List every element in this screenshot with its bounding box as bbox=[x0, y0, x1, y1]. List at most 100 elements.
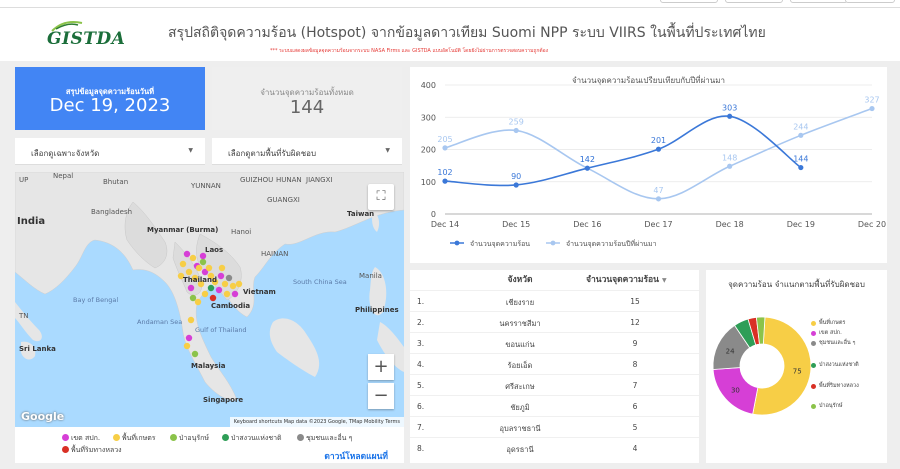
x-tick-label: Dec 14 bbox=[431, 220, 459, 229]
pie-legend-label: เขต สปก. bbox=[819, 330, 842, 336]
row-province: ชัยภูมิ bbox=[510, 403, 530, 412]
area-donut-chart: จุดความร้อน จำแนกตามพื้นที่รับผิดชอบ 75 3… bbox=[706, 270, 887, 463]
row-province: ร้อยเอ็ด bbox=[507, 361, 533, 370]
date-value: Dec 19, 2023 bbox=[49, 95, 171, 116]
map-legend-item: ชุมชนและอื่น ๆ bbox=[297, 433, 352, 444]
map-label-thailand: Thailand bbox=[183, 276, 217, 284]
table-row[interactable]: 1. เชียงราย 15 bbox=[410, 290, 699, 311]
row-province: ศรีสะเกษ bbox=[505, 382, 535, 391]
row-number: 2. bbox=[417, 318, 425, 327]
row-count: 6 bbox=[632, 402, 638, 411]
map-label-manila: Manila bbox=[359, 272, 382, 280]
zoom-in-button[interactable]: + bbox=[368, 354, 394, 380]
data-label: 102 bbox=[437, 168, 452, 177]
pie-legend-label: ชุมชนและอื่น ๆ bbox=[819, 340, 856, 346]
pie-legend-item: ชุมชนและอื่น ๆ bbox=[811, 340, 879, 347]
data-label: 142 bbox=[580, 155, 595, 164]
table-row[interactable]: 2. นครราชสีมา 12 bbox=[410, 311, 699, 332]
legend-dot-icon bbox=[811, 341, 816, 346]
toolbar-button[interactable] bbox=[725, 0, 783, 3]
legend-dot-icon bbox=[222, 434, 229, 441]
table-row[interactable]: 4. ร้อยเอ็ด 8 bbox=[410, 353, 699, 374]
area-filter-dropdown[interactable]: เลือกดูตามพื้นที่รับผิดชอบ ▼ bbox=[212, 138, 402, 165]
pie-legend-item: พื้นที่ริมทางหลวง bbox=[811, 383, 879, 390]
legend-dot-icon bbox=[811, 363, 816, 368]
map-label-yunnan: YUNNAN bbox=[191, 182, 221, 190]
map-label-singapore: Singapore bbox=[203, 396, 244, 404]
row-province: อุบลราชธานี bbox=[499, 424, 541, 433]
pie-legend-label: ป่าสงวนแห่งชาติ bbox=[819, 362, 859, 368]
map-attribution[interactable]: Keyboard shortcuts Map data ©2023 Google… bbox=[229, 417, 404, 427]
legend-dot-icon bbox=[62, 434, 69, 441]
data-label: 47 bbox=[653, 186, 663, 195]
row-count: 12 bbox=[630, 318, 640, 327]
toolbar-button[interactable] bbox=[790, 0, 848, 3]
slice-label: 30 bbox=[731, 387, 740, 395]
logo-swoosh-icon bbox=[51, 21, 83, 32]
map-label-malaysia: Malaysia bbox=[191, 362, 226, 370]
legend-dot-icon bbox=[811, 404, 816, 409]
donut-slice bbox=[755, 316, 766, 345]
legend-label: จำนวนจุดความร้อน bbox=[470, 240, 530, 248]
map-legend-item: ป่าสงวนแห่งชาติ bbox=[222, 433, 282, 444]
province-filter-dropdown[interactable]: เลือกดูเฉพาะจังหวัด ▼ bbox=[15, 138, 205, 165]
x-tick-label: Dec 18 bbox=[716, 220, 744, 229]
data-point bbox=[869, 105, 875, 112]
legend-marker-icon bbox=[550, 240, 556, 246]
col-header-province[interactable]: จังหวัด bbox=[507, 275, 533, 285]
page-title: สรุปสถิติจุดความร้อน (Hotspot) จากข้อมูล… bbox=[168, 25, 766, 41]
y-tick-label: 0 bbox=[431, 210, 436, 219]
legend-dot-icon bbox=[811, 331, 816, 336]
y-tick-label: 200 bbox=[421, 146, 436, 155]
data-point bbox=[442, 178, 448, 184]
donut-svg: 75 30 24 bbox=[712, 316, 812, 416]
hotspot-dots bbox=[177, 250, 243, 358]
x-tick-label: Dec 17 bbox=[644, 220, 672, 229]
table-row[interactable]: 5. ศรีสะเกษ 7 bbox=[410, 374, 699, 395]
data-label: 259 bbox=[509, 117, 524, 126]
row-number: 7. bbox=[417, 423, 425, 432]
hotspot-map[interactable]: Nepal Bhutan UP India Bangladesh Myanmar… bbox=[15, 172, 404, 427]
table-row[interactable]: 7. อุบลราชธานี 5 bbox=[410, 416, 699, 437]
download-map-link[interactable]: ดาวน์โหลดแผนที่ bbox=[324, 452, 388, 462]
row-province: ขอนแก่น bbox=[505, 340, 535, 349]
data-point bbox=[727, 163, 733, 169]
map-label-nepal: Nepal bbox=[53, 172, 74, 180]
y-tick-label: 300 bbox=[421, 113, 436, 122]
col-header-count-label: จำนวนจุดความร้อน bbox=[586, 275, 659, 285]
map-label-up: UP bbox=[19, 176, 29, 184]
pie-legend-item: พื้นที่เกษตร bbox=[811, 320, 879, 327]
report-header: GISTDA สรุปสถิติจุดความร้อน (Hotspot) จา… bbox=[0, 7, 900, 61]
total-label: จำนวนจุดความร้อนทั้งหมด bbox=[260, 88, 354, 97]
table-row[interactable]: 8. อุดรธานี 4 bbox=[410, 437, 699, 458]
data-label: 205 bbox=[437, 135, 452, 144]
table-row[interactable]: 6. ชัยภูมิ 6 bbox=[410, 395, 699, 416]
pie-legend-item: ป่าสงวนแห่งชาติ bbox=[811, 362, 879, 369]
col-header-count[interactable]: จำนวนจุดความร้อน ▼ bbox=[586, 270, 667, 290]
legend-dot-icon bbox=[811, 321, 816, 326]
zoom-out-button[interactable]: − bbox=[368, 383, 394, 409]
pie-legend-item: ป่าอนุรักษ์ bbox=[811, 403, 879, 410]
fullscreen-button[interactable]: ⛶ bbox=[368, 184, 394, 210]
toolbar-button[interactable] bbox=[845, 0, 895, 3]
x-tick-label: Dec 15 bbox=[502, 220, 530, 229]
row-province: นครราชสีมา bbox=[499, 319, 541, 328]
map-label-laos: Laos bbox=[205, 246, 224, 254]
map-label-south-china-sea: South China Sea bbox=[293, 278, 347, 286]
data-label: 90 bbox=[511, 172, 521, 181]
legend-dot-icon bbox=[113, 434, 120, 441]
page-disclaimer: *** ระบบแสดงผลข้อมูลจุดความร้อนจากระบบ N… bbox=[270, 48, 549, 54]
toolbar-button[interactable] bbox=[660, 0, 718, 3]
map-legend-item: ป่าอนุรักษ์ bbox=[170, 433, 209, 444]
logo-text: GISTDA bbox=[47, 29, 126, 49]
map-label-taiwan: Taiwan bbox=[347, 210, 375, 218]
map-label-hainan: HAINAN bbox=[261, 250, 289, 258]
map-label-gulf-of-thailand: Gulf of Thailand bbox=[195, 326, 247, 334]
map-legend-item: พื้นที่ริมทางหลวง bbox=[62, 445, 122, 456]
map-label-india: India bbox=[17, 216, 46, 227]
date-summary-card: สรุปข้อมูลจุดความร้อนวันที่ Dec 19, 2023 bbox=[15, 67, 205, 130]
table-row[interactable]: 3. ขอนแก่น 9 bbox=[410, 332, 699, 353]
row-number: 8. bbox=[417, 444, 425, 453]
map-label-tn: TN bbox=[19, 312, 29, 320]
total-summary-card: จำนวนจุดความร้อนทั้งหมด 144 bbox=[212, 67, 402, 130]
